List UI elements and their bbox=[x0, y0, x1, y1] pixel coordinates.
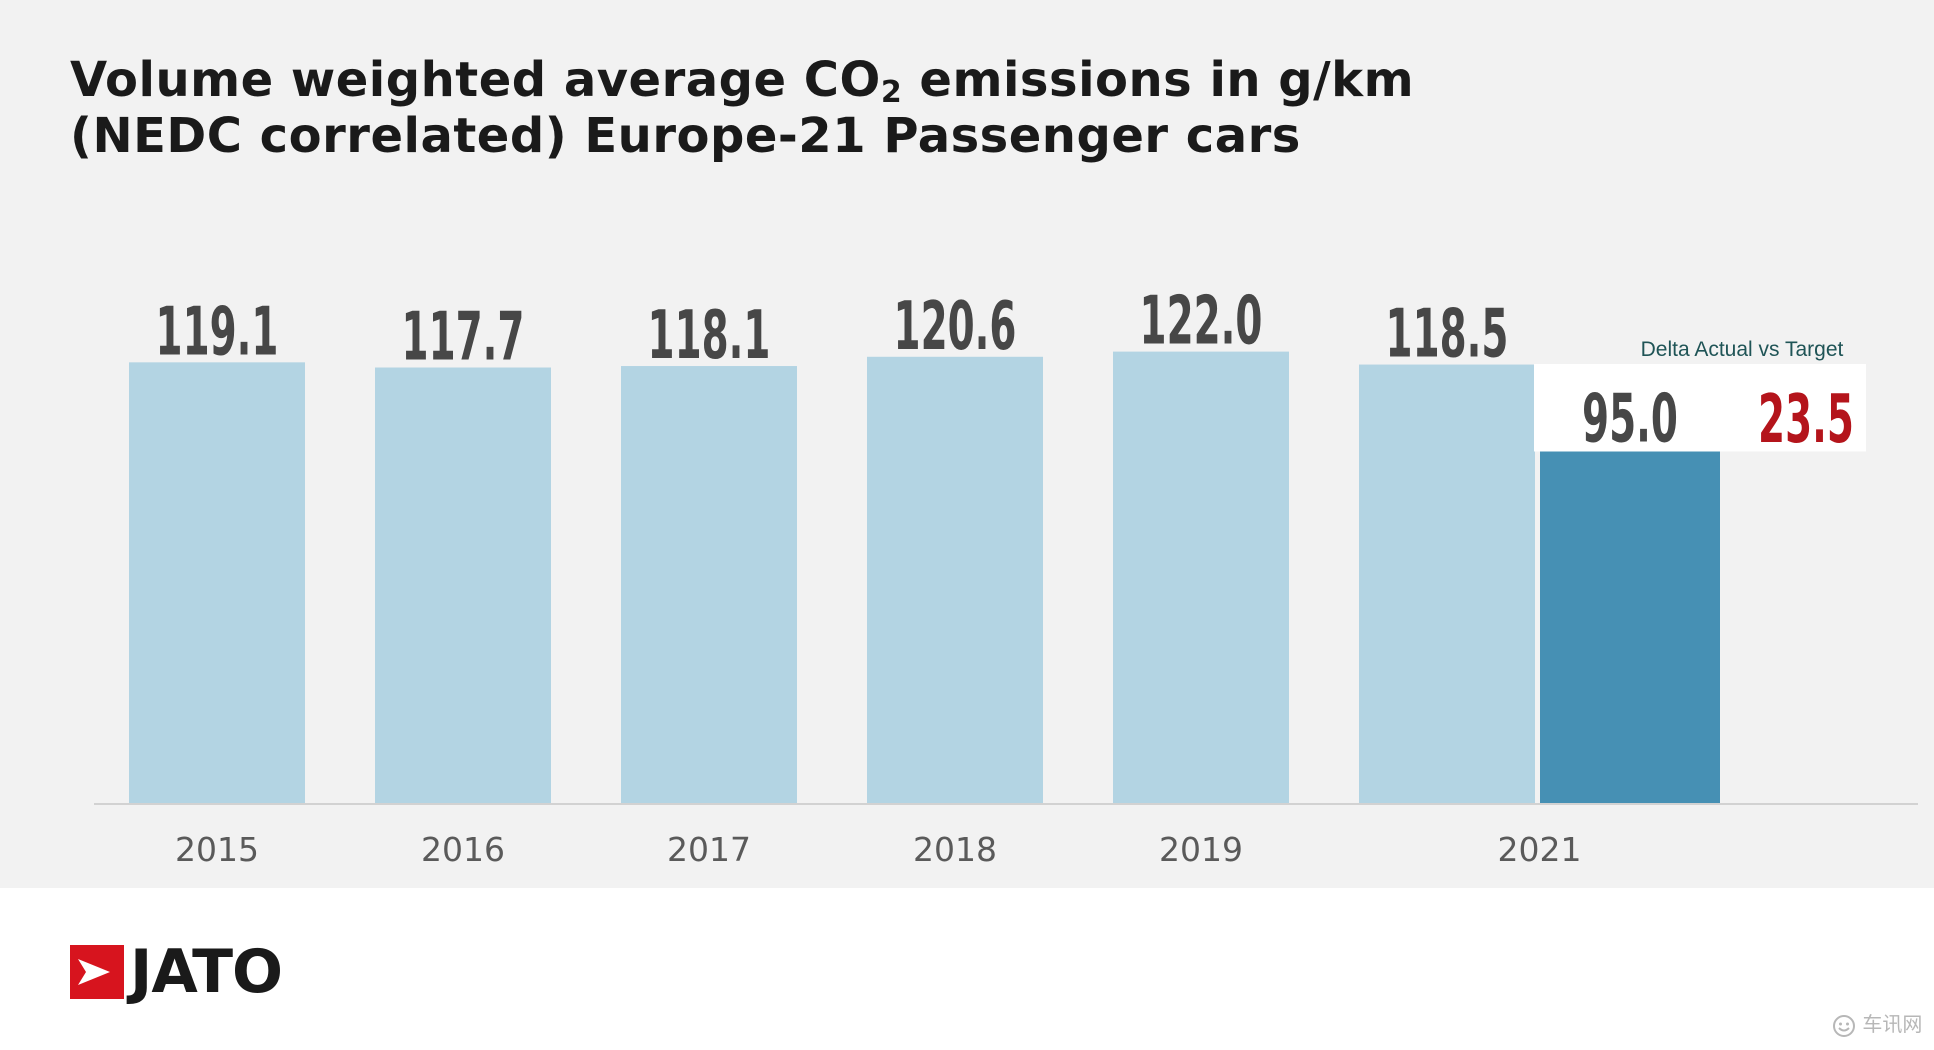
watermark-text: 车讯网 bbox=[1862, 1012, 1923, 1036]
value-label-2019: 122.0 bbox=[1140, 283, 1263, 360]
bar-2021-actual bbox=[1359, 364, 1535, 803]
value-label-2021: 118.5 bbox=[1386, 296, 1509, 373]
watermark: 车讯网 bbox=[1832, 1008, 1922, 1038]
bar-2015-actual bbox=[129, 362, 305, 803]
title-subscript: 2 bbox=[880, 75, 903, 110]
title-line1-end: emissions in g/km bbox=[902, 52, 1415, 108]
value-label-2015: 119.1 bbox=[156, 294, 279, 371]
delta-value: 23.5 bbox=[1758, 381, 1854, 458]
logo-text: JATO bbox=[130, 937, 283, 1007]
bar-chart: 119.1 2015 117.7 2016 118.1 2017 120.6 2018 122.… bbox=[94, 283, 1918, 869]
jato-logo: JATO bbox=[70, 937, 283, 1007]
chart-title: Volume weighted average CO2 emissions in… bbox=[70, 52, 1414, 164]
x-tick-label-2016: 2016 bbox=[421, 830, 505, 869]
value-label-2017: 118.1 bbox=[648, 297, 771, 374]
bar-2017-actual bbox=[621, 366, 797, 803]
value-label-2018: 120.6 bbox=[894, 288, 1017, 365]
x-tick-label-2015: 2015 bbox=[175, 830, 259, 869]
delta-panel bbox=[1534, 364, 1866, 452]
bar-2019-actual bbox=[1113, 351, 1289, 803]
title-line1-start: Volume weighted average CO bbox=[70, 52, 881, 108]
bar-2021-target bbox=[1540, 451, 1720, 803]
bar-2018-actual bbox=[867, 356, 1043, 803]
bar-2016-actual bbox=[375, 367, 551, 803]
x-tick-label-2017: 2017 bbox=[667, 830, 751, 869]
value-label-2016: 117.7 bbox=[402, 299, 525, 376]
jato-logo-mark-icon bbox=[70, 945, 124, 999]
x-tick-label-2019: 2019 bbox=[1159, 830, 1243, 869]
target-value-label-2021: 95.0 bbox=[1582, 381, 1678, 458]
title-line2: (NEDC correlated) Europe-21 Passenger ca… bbox=[70, 108, 1301, 164]
x-tick-label-2018: 2018 bbox=[913, 830, 997, 869]
smiley-icon bbox=[1833, 1014, 1855, 1037]
x-tick-label-2021: 2021 bbox=[1498, 830, 1582, 869]
delta-annotation-label: Delta Actual vs Target bbox=[1641, 338, 1844, 361]
